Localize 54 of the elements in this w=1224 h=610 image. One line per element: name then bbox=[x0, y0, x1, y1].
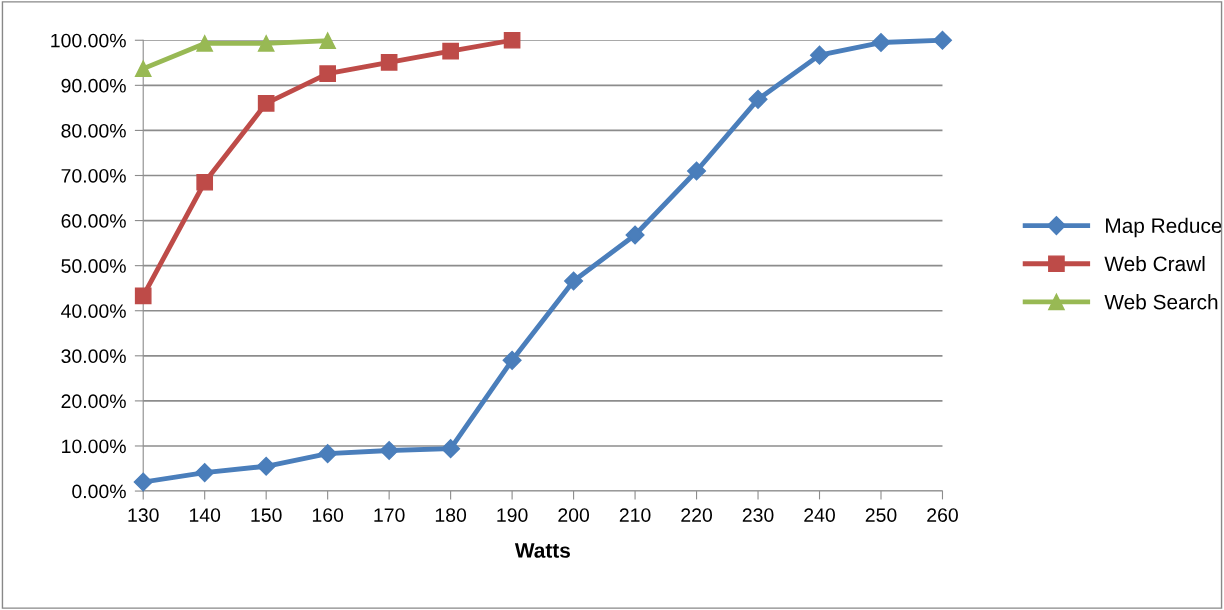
x-tick-label: 190 bbox=[497, 508, 528, 522]
x-tick-label: 140 bbox=[189, 508, 221, 522]
point bbox=[441, 439, 461, 459]
point bbox=[503, 31, 521, 49]
x-tick-label: 170 bbox=[374, 508, 405, 522]
point bbox=[809, 45, 830, 65]
point bbox=[319, 32, 336, 50]
y-tick-label: 40.00% bbox=[61, 304, 126, 318]
point bbox=[196, 173, 214, 191]
point bbox=[257, 95, 275, 112]
y-tick-label: 0.00% bbox=[72, 484, 126, 499]
point bbox=[442, 42, 459, 60]
point bbox=[133, 472, 153, 492]
point bbox=[379, 440, 399, 461]
point bbox=[932, 30, 953, 50]
x-tick-label: 160 bbox=[312, 508, 344, 522]
y-tick-label: 90.00% bbox=[61, 78, 126, 93]
x-tick-label: 250 bbox=[865, 508, 897, 522]
x-tick-label: 230 bbox=[742, 508, 774, 522]
point bbox=[871, 32, 891, 53]
y-tick-label: 70.00% bbox=[61, 168, 126, 183]
y-tick-label: 50.00% bbox=[61, 259, 126, 273]
x-tick-label: 150 bbox=[251, 508, 282, 522]
point bbox=[502, 350, 522, 370]
y-tick-label: 10.00% bbox=[62, 439, 126, 454]
point bbox=[748, 89, 768, 109]
x-tick-label: 260 bbox=[927, 508, 958, 522]
point bbox=[196, 35, 214, 52]
x-tick-label: 240 bbox=[804, 508, 835, 522]
y-tick-label: 20.00% bbox=[61, 394, 126, 409]
x-tick-label: 220 bbox=[681, 508, 713, 522]
x-tick-label: 210 bbox=[619, 508, 651, 522]
point bbox=[380, 54, 398, 71]
x-tick-label: 130 bbox=[128, 508, 159, 522]
point bbox=[687, 161, 707, 181]
point bbox=[134, 287, 152, 305]
x-tick-label: 180 bbox=[435, 508, 467, 522]
point bbox=[318, 444, 338, 464]
point bbox=[195, 463, 215, 483]
point bbox=[257, 35, 275, 52]
point bbox=[625, 225, 645, 245]
point bbox=[256, 456, 276, 476]
point bbox=[564, 271, 584, 291]
y-tick-label: 30.00% bbox=[61, 349, 126, 364]
x-tick-label: 200 bbox=[558, 508, 590, 522]
point bbox=[319, 65, 336, 82]
legend-label: Web Search bbox=[1104, 294, 1218, 310]
point bbox=[134, 60, 152, 77]
legend-label: Web Crawl bbox=[1104, 255, 1205, 272]
y-tick-label: 80.00% bbox=[61, 123, 126, 138]
legend-label: Map Reduce bbox=[1106, 217, 1222, 238]
x-axis-title: Watts bbox=[514, 543, 570, 558]
y-tick-label: 100.00% bbox=[51, 33, 126, 48]
y-tick-label: 60.00% bbox=[61, 214, 126, 228]
